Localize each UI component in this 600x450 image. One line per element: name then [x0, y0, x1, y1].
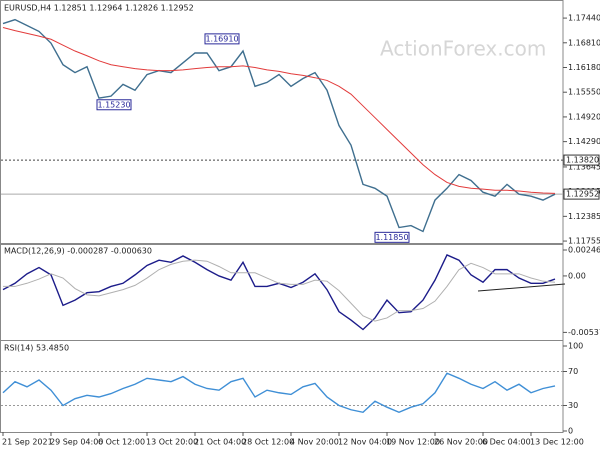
y-tick-label: 1.15550 — [568, 88, 600, 97]
x-tick-label: 6 Oct 12:00 — [98, 438, 145, 447]
y-tick-label: 1.11755 — [568, 237, 600, 246]
y-tick-label: 100 — [568, 342, 583, 351]
y-tick-label: 1.12385 — [568, 212, 600, 221]
macd-frame — [0, 244, 564, 341]
series-line — [2, 18, 556, 233]
series-line — [2, 372, 556, 414]
price-tag — [563, 154, 600, 166]
x-tick-label: 4 Nov 20:00 — [290, 438, 339, 447]
annotation-box — [374, 231, 410, 243]
x-tick-label: 21 Sep 2021 — [2, 438, 53, 447]
series-line — [2, 254, 556, 331]
x-tick-label: 29 Sep 04:00 — [50, 438, 103, 447]
panel-title: MACD(12,26,9) -0.000287 -0.000630 — [4, 247, 152, 256]
y-tick-label: 1.16180 — [568, 63, 600, 72]
trend-line — [477, 283, 566, 292]
x-tick-label: 19 Nov 12:00 — [386, 438, 440, 447]
x-tick-label: 13 Oct 20:00 — [146, 438, 198, 447]
y-tick-label: 0.002469 — [568, 246, 600, 255]
y-tick-label: 70 — [568, 367, 578, 376]
price-tag-label: 1.13820 — [566, 156, 599, 165]
x-tick-label: 26 Nov 20:00 — [434, 438, 488, 447]
price-frame — [0, 0, 564, 244]
x-tick-label: 13 Dec 12:00 — [530, 438, 584, 447]
annotation-label: 1.16910 — [205, 34, 238, 43]
panel-title: RSI(14) 53.4850 — [4, 344, 69, 353]
y-tick-label: 1.14920 — [568, 112, 600, 121]
y-tick-label: 0.00 — [568, 271, 586, 280]
panel-title: EURUSD,H4 1.12851 1.12964 1.12826 1.1295… — [4, 4, 194, 13]
series-line — [2, 27, 556, 194]
price-tag — [563, 188, 600, 200]
y-tick-label: 1.17440 — [568, 14, 600, 23]
x-tick-label: 12 Nov 04:00 — [338, 438, 392, 447]
price-tag-label: 1.12952 — [566, 190, 599, 199]
annotation-box — [204, 33, 240, 45]
y-tick-label: 1.16810 — [568, 38, 600, 47]
y-tick-label: 1.13645 — [568, 162, 600, 171]
rsi-frame — [0, 340, 564, 433]
watermark: ActionForex.com — [380, 37, 546, 61]
annotation-box — [96, 99, 132, 111]
annotation-label: 1.15230 — [97, 100, 130, 109]
y-tick-label: -0.005375 — [568, 328, 600, 337]
y-tick-label: 0 — [568, 427, 573, 436]
x-tick-label: 21 Oct 04:00 — [194, 438, 246, 447]
y-tick-label: 1.14290 — [568, 137, 600, 146]
x-tick-label: 28 Oct 12:00 — [242, 438, 294, 447]
series-line — [3, 259, 556, 322]
y-tick-label: 30 — [568, 401, 578, 410]
annotation-label: 1.11850 — [375, 233, 408, 242]
x-tick-label: 6 Dec 04:00 — [482, 438, 531, 447]
